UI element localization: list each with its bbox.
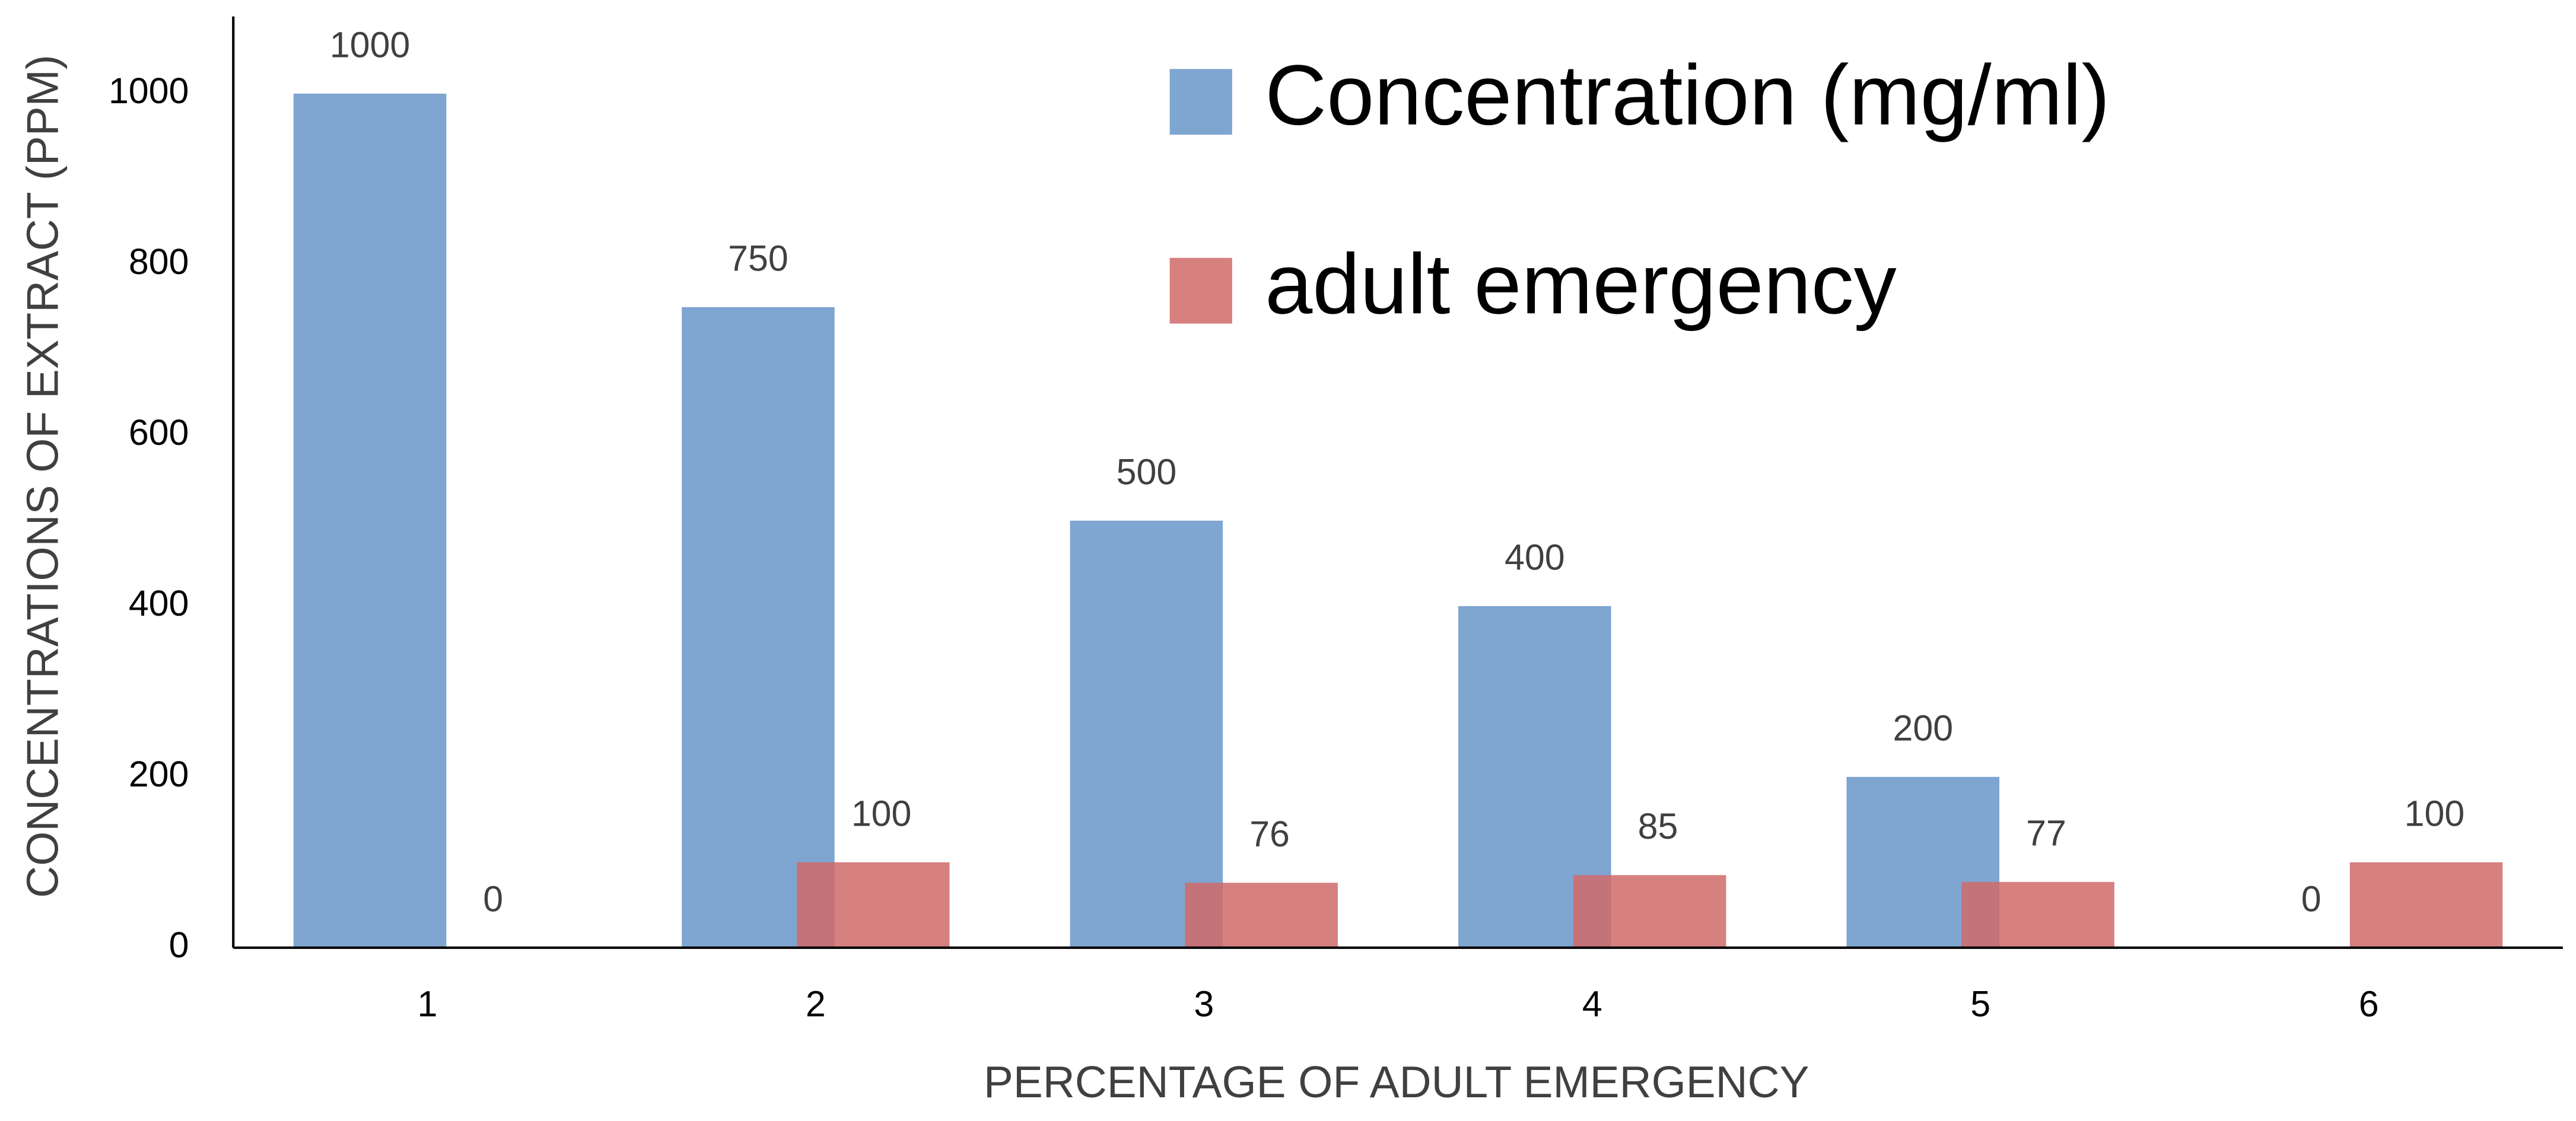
legend-swatch (1169, 257, 1232, 324)
data-label: 100 (851, 793, 912, 833)
data-label: 0 (2301, 878, 2321, 919)
bar (682, 307, 835, 948)
x-tick-label: 5 (1970, 984, 1990, 1024)
x-tick-label: 1 (417, 984, 437, 1024)
data-label: 500 (1117, 451, 1177, 492)
bar (1961, 881, 2114, 948)
bar (293, 93, 447, 948)
bar (797, 862, 950, 948)
y-tick-label: 1000 (109, 71, 189, 111)
bar (1185, 883, 1338, 948)
data-label: 0 (483, 878, 503, 919)
data-label: 200 (1893, 708, 1953, 748)
legend-label: Concentration (mg/ml) (1265, 47, 2110, 143)
y-tick-label: 200 (129, 754, 189, 794)
data-label: 100 (2405, 793, 2465, 833)
data-label: 400 (1505, 537, 1565, 577)
bar (1573, 875, 1726, 948)
y-tick-label: 0 (169, 925, 189, 965)
data-label: 1000 (330, 24, 411, 65)
legend-label: adult emergency (1265, 236, 1897, 332)
y-tick-label: 800 (129, 241, 189, 282)
data-label: 76 (1249, 814, 1290, 854)
x-tick-label: 4 (1582, 984, 1602, 1024)
data-label: 750 (728, 238, 788, 278)
data-label: 77 (2026, 813, 2066, 854)
y-axis-title: CONCENTRATIONS OF EXTRACT (PPM) (17, 55, 67, 898)
x-tick-label: 2 (806, 984, 826, 1024)
bar (1070, 520, 1223, 948)
bar (2349, 862, 2503, 948)
x-tick-label: 3 (1194, 984, 1214, 1024)
x-tick-label: 6 (2359, 984, 2379, 1024)
y-tick-label: 600 (129, 412, 189, 453)
legend-swatch (1169, 69, 1232, 135)
y-tick-label: 400 (129, 583, 189, 623)
data-label: 85 (1638, 806, 1678, 846)
x-axis-title: PERCENTAGE OF ADULT EMERGENCY (984, 1057, 1809, 1107)
